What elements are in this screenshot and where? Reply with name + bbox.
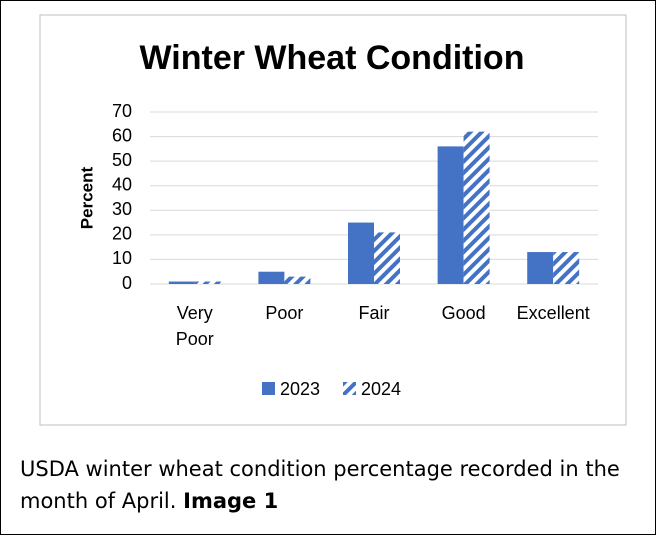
x-tick-label: Good xyxy=(442,303,486,323)
bar xyxy=(463,131,490,284)
chart-title: Winter Wheat Condition xyxy=(140,39,525,77)
y-tick-label: 60 xyxy=(112,125,132,145)
bar xyxy=(258,271,285,284)
y-tick-label: 30 xyxy=(112,199,132,219)
bar xyxy=(527,252,554,284)
y-tick-label: 50 xyxy=(112,150,132,170)
legend-label: 2023 xyxy=(280,379,320,399)
caption-label: Image 1 xyxy=(183,489,279,513)
caption: USDA winter wheat condition percentage r… xyxy=(20,453,645,517)
chart: Winter Wheat Condition Percent 0 10 20 30 40… xyxy=(39,14,627,426)
bar xyxy=(374,232,400,284)
chart-area xyxy=(39,14,627,426)
x-tick-label: Very Poor xyxy=(176,303,214,349)
y-tick-label: 70 xyxy=(112,101,132,121)
bar xyxy=(194,281,221,284)
legend-swatch xyxy=(262,382,275,395)
x-tick-label: Excellent xyxy=(517,303,590,323)
legend-label: 2024 xyxy=(361,379,401,399)
bar xyxy=(168,281,195,284)
bar xyxy=(437,146,464,284)
bar xyxy=(348,222,374,284)
bar xyxy=(284,276,311,284)
y-tick-label: 0 xyxy=(122,273,132,293)
x-tick-label: Fair xyxy=(359,303,390,323)
bar xyxy=(553,252,580,284)
y-tick-label: 20 xyxy=(112,224,132,244)
y-axis-label: Percent xyxy=(77,166,96,229)
y-tick-label: 40 xyxy=(112,174,132,194)
caption-text: USDA winter wheat condition percentage r… xyxy=(20,457,620,513)
y-tick-label: 10 xyxy=(112,248,132,268)
x-tick-label: Poor xyxy=(265,303,303,323)
legend-swatch xyxy=(343,382,356,395)
